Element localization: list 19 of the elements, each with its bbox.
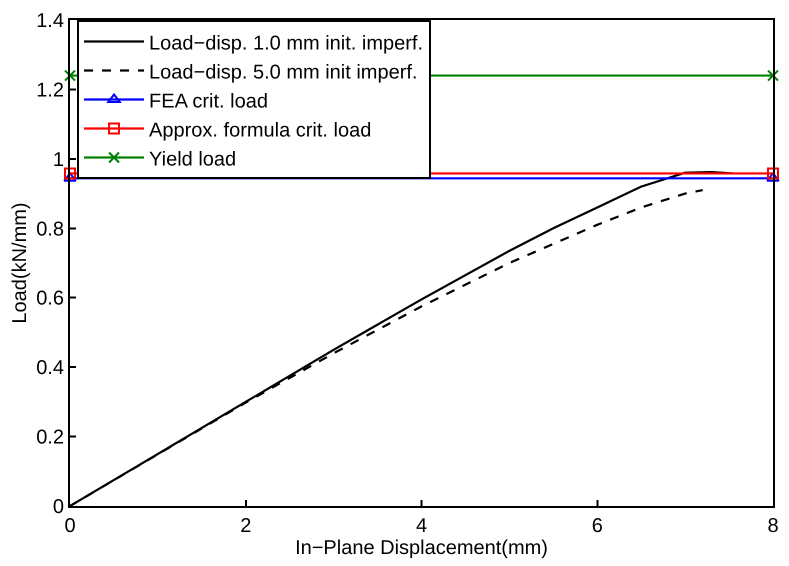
legend-label: Approx. formula crit. load bbox=[149, 119, 372, 142]
legend-label: Load−disp. 1.0 mm init. imperf. bbox=[149, 32, 424, 54]
legend-label: Yield load bbox=[149, 148, 236, 170]
x-tick-label: 4 bbox=[416, 515, 428, 537]
y-axis-title: Load(kN/mm) bbox=[9, 202, 32, 324]
x-tick-label: 8 bbox=[767, 515, 779, 537]
x-tick-label: 6 bbox=[592, 515, 603, 537]
legend-label: Load−disp. 5.0 mm init imperf. bbox=[149, 61, 418, 84]
y-tick-label: 1 bbox=[52, 148, 64, 171]
y-tick-label: 0.6 bbox=[36, 288, 64, 310]
y-tick-label: 1.2 bbox=[36, 79, 64, 102]
y-tick-label: 0.2 bbox=[36, 426, 64, 449]
y-tick-label: 0 bbox=[52, 496, 64, 518]
y-tick-label: 1.4 bbox=[36, 10, 64, 32]
y-tick-label: 0.4 bbox=[36, 357, 64, 380]
x-axis-title: In−Plane Displacement(mm) bbox=[295, 537, 548, 559]
y-tick-label: 0.8 bbox=[36, 218, 64, 240]
x-tick-label: 2 bbox=[240, 515, 252, 537]
legend-label: FEA crit. load bbox=[149, 90, 268, 112]
